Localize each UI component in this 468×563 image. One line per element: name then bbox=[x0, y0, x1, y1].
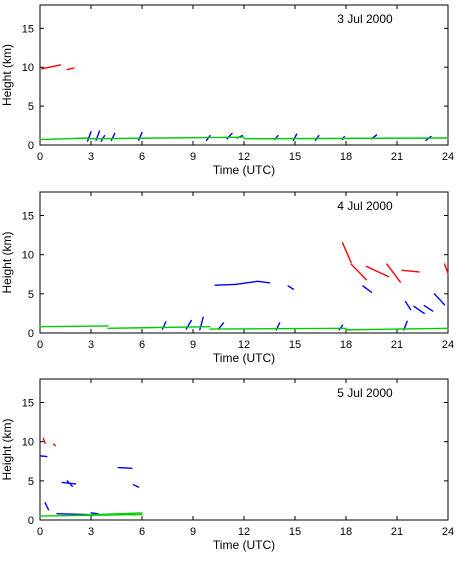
echo-mark bbox=[66, 67, 75, 71]
echo-mark bbox=[433, 293, 446, 306]
y-tick-label: 15 bbox=[22, 211, 34, 223]
x-tick-label: 24 bbox=[442, 526, 454, 538]
y-tick-label: 0 bbox=[28, 328, 34, 340]
x-tick-label: 24 bbox=[442, 339, 454, 351]
echo-mark bbox=[287, 285, 294, 290]
echo-mark bbox=[90, 512, 99, 515]
x-tick-label: 21 bbox=[391, 339, 403, 351]
x-tick-label: 3 bbox=[88, 526, 94, 538]
echo-mark bbox=[362, 285, 373, 293]
x-tick-label: 9 bbox=[190, 339, 196, 351]
x-tick-label: 3 bbox=[88, 151, 94, 163]
echo-mark bbox=[42, 437, 46, 444]
y-axis-title: Height (km) bbox=[0, 418, 14, 480]
x-tick-label: 12 bbox=[238, 151, 250, 163]
echo-mark bbox=[350, 263, 368, 281]
echo-mark bbox=[365, 265, 390, 278]
y-tick-label: 5 bbox=[28, 476, 34, 488]
echo-mark bbox=[234, 280, 259, 286]
x-tick-label: 15 bbox=[289, 339, 301, 351]
x-tick-label: 18 bbox=[340, 151, 352, 163]
x-tick-label: 6 bbox=[139, 526, 145, 538]
x-axis-title: Time (UTC) bbox=[213, 351, 275, 365]
plot-frame bbox=[39, 378, 449, 521]
x-axis-title: Time (UTC) bbox=[213, 538, 275, 552]
echo-mark bbox=[338, 324, 344, 331]
x-tick-label: 21 bbox=[391, 151, 403, 163]
y-tick-label: 5 bbox=[28, 101, 34, 113]
y-tick-label: 15 bbox=[22, 398, 34, 410]
echo-mark bbox=[386, 263, 402, 283]
x-tick-label: 0 bbox=[37, 151, 43, 163]
y-axis-title: Height (km) bbox=[0, 231, 14, 293]
echo-mark bbox=[132, 484, 140, 488]
echo-mark bbox=[443, 263, 449, 275]
echo-mark bbox=[413, 305, 425, 315]
date-label: 5 Jul 2000 bbox=[337, 386, 393, 400]
y-tick-label: 5 bbox=[28, 289, 34, 301]
x-tick-label: 18 bbox=[340, 526, 352, 538]
x-tick-label: 12 bbox=[238, 526, 250, 538]
y-tick-label: 0 bbox=[28, 140, 34, 152]
date-label: 4 Jul 2000 bbox=[337, 199, 393, 213]
echo-mark bbox=[292, 133, 298, 142]
echo-mark bbox=[209, 327, 347, 330]
echo-mark bbox=[345, 327, 449, 331]
echo-mark bbox=[243, 137, 449, 140]
echo-mark bbox=[39, 325, 109, 328]
x-tick-label: 15 bbox=[289, 526, 301, 538]
echo-mark bbox=[110, 132, 116, 142]
echo-mark bbox=[341, 242, 352, 264]
echo-mark bbox=[39, 455, 48, 458]
x-tick-label: 18 bbox=[340, 339, 352, 351]
date-label: 3 Jul 2000 bbox=[337, 12, 393, 26]
x-tick-label: 24 bbox=[442, 151, 454, 163]
plot-frame bbox=[39, 191, 449, 334]
x-tick-label: 15 bbox=[289, 151, 301, 163]
echo-mark bbox=[199, 316, 204, 331]
x-tick-label: 0 bbox=[37, 526, 43, 538]
echo-mark bbox=[66, 480, 74, 488]
echo-mark bbox=[86, 136, 245, 140]
echo-mark bbox=[86, 131, 92, 142]
echo-mark bbox=[217, 322, 225, 330]
x-tick-label: 21 bbox=[391, 526, 403, 538]
x-tick-label: 9 bbox=[190, 151, 196, 163]
y-tick-label: 0 bbox=[28, 515, 34, 527]
echo-mark bbox=[137, 131, 143, 142]
echo-mark bbox=[52, 443, 56, 447]
x-tick-label: 6 bbox=[139, 151, 145, 163]
x-tick-label: 3 bbox=[88, 339, 94, 351]
y-tick-label: 10 bbox=[22, 250, 34, 262]
echo-mark bbox=[44, 502, 50, 511]
x-axis-title: Time (UTC) bbox=[213, 163, 275, 177]
echo-mark bbox=[404, 300, 412, 311]
x-tick-label: 6 bbox=[139, 339, 145, 351]
echo-mark bbox=[117, 466, 133, 469]
echo-mark bbox=[423, 304, 434, 312]
x-tick-label: 12 bbox=[238, 339, 250, 351]
echo-mark bbox=[73, 512, 143, 516]
plot-frame bbox=[39, 4, 449, 146]
echo-mark bbox=[214, 283, 237, 286]
echo-mark bbox=[39, 137, 89, 141]
echo-mark bbox=[256, 280, 271, 284]
echo-mark bbox=[107, 326, 211, 329]
y-tick-label: 10 bbox=[22, 437, 34, 449]
echo-mark bbox=[401, 269, 420, 273]
echo-mark bbox=[41, 64, 62, 70]
y-tick-label: 15 bbox=[22, 23, 34, 35]
x-tick-label: 0 bbox=[37, 339, 43, 351]
echo-mark bbox=[185, 319, 193, 330]
x-tick-label: 9 bbox=[190, 526, 196, 538]
y-tick-label: 10 bbox=[22, 62, 34, 74]
y-axis-title: Height (km) bbox=[0, 44, 14, 106]
